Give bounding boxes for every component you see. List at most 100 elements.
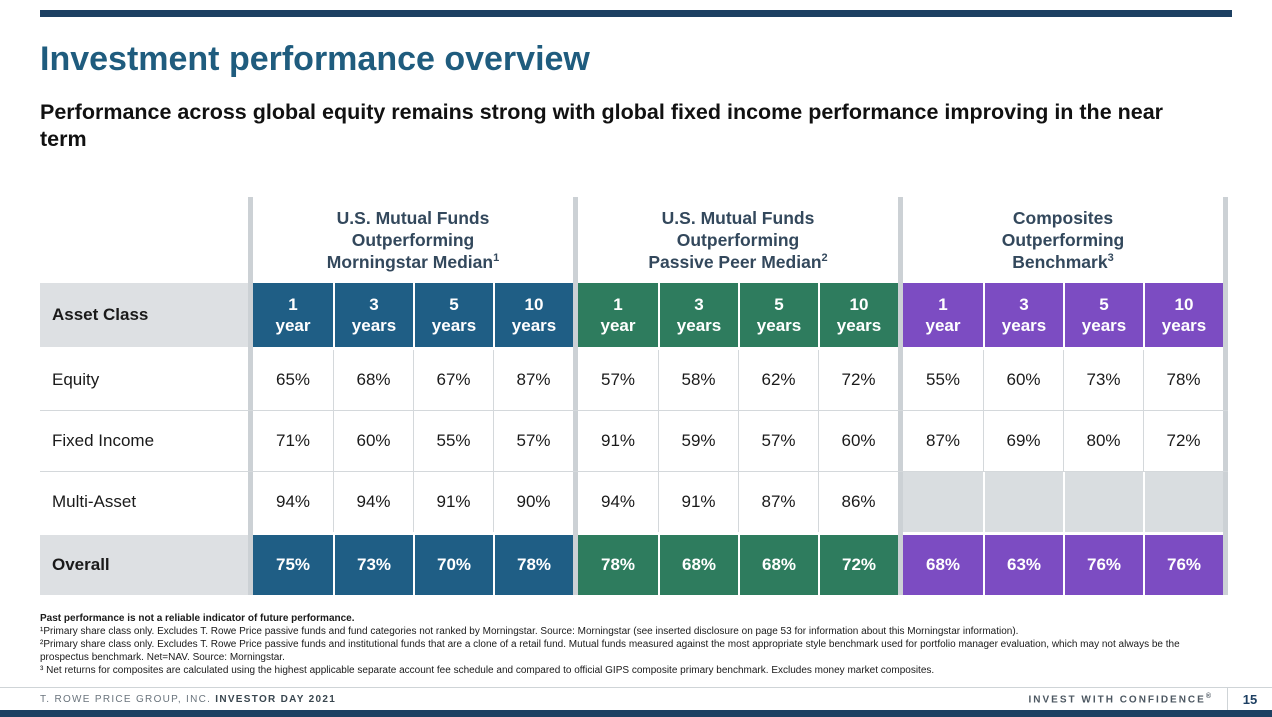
group-header-superscript: 1	[493, 252, 500, 265]
asset-class-header: Asset Class	[40, 283, 248, 347]
col-header-10-years: 10 years	[818, 283, 898, 347]
period-number: 1	[613, 295, 623, 314]
value-cell	[1143, 472, 1223, 532]
period-unit: years	[351, 316, 397, 335]
overall-value-cell: 78%	[578, 535, 658, 595]
overall-value-cell: 72%	[818, 535, 898, 595]
group-header-composites-benchmark: Composites Outperforming Benchmark3	[903, 197, 1223, 283]
overall-value-cell: 73%	[333, 535, 413, 595]
overall-value-cell: 63%	[983, 535, 1063, 595]
group-header-line: Composites	[1012, 208, 1114, 228]
period-number: 1	[288, 295, 298, 314]
group-header-line: Morningstar Median1	[326, 252, 500, 272]
period-unit: years	[1081, 316, 1127, 335]
footnote-3: ³ Net returns for composites are calcula…	[40, 665, 935, 676]
performance-table: U.S. Mutual Funds Outperforming Morningsta…	[40, 197, 1228, 595]
value-cell: 65%	[253, 350, 333, 410]
period-unit: years	[511, 316, 557, 335]
period-number: 1	[938, 295, 948, 314]
group-header-line: Outperforming	[1001, 230, 1125, 250]
value-cell: 72%	[1143, 411, 1223, 471]
value-cell: 57%	[578, 350, 658, 410]
period-unit: year	[275, 316, 311, 335]
footer-divider	[1227, 688, 1228, 710]
group-header-superscript: 3	[1107, 252, 1114, 265]
value-cell: 87%	[493, 350, 573, 410]
value-cell: 87%	[738, 472, 818, 532]
value-cell: 94%	[578, 472, 658, 532]
period-unit: years	[836, 316, 882, 335]
table-row: Equity 65% 68% 67% 87% 57% 58% 62% 72% 55% 60% 73% 7…	[40, 350, 1228, 410]
col-header-1-year: 1 year	[253, 283, 333, 347]
table-separator	[1223, 197, 1228, 595]
value-cell: 72%	[818, 350, 898, 410]
footer-right: INVEST WITH CONFIDENCE® 15	[1028, 688, 1272, 710]
column-header-row: Asset Class 1 year 3 years 5 years 10 years 1 year…	[40, 283, 1228, 347]
value-cell	[1063, 472, 1143, 532]
group-header-line: U.S. Mutual Funds	[336, 208, 490, 228]
period-unit: years	[676, 316, 722, 335]
group-header-line: Benchmark3	[1012, 252, 1114, 272]
table-separator	[573, 197, 578, 595]
period-unit: year	[600, 316, 636, 335]
group-header-line: Passive Peer Median2	[648, 252, 828, 272]
value-cell: 73%	[1063, 350, 1143, 410]
col-header-5-years: 5 years	[413, 283, 493, 347]
value-cell: 60%	[333, 411, 413, 471]
overall-value-cell: 78%	[493, 535, 573, 595]
slide-subtitle: Performance across global equity remains…	[40, 100, 1164, 151]
table-row: Fixed Income 71% 60% 55% 57% 91% 59% 57% 60% 87% 6…	[40, 410, 1228, 471]
period-number: 5	[1099, 295, 1109, 314]
value-cell: 91%	[578, 411, 658, 471]
period-unit: years	[1001, 316, 1047, 335]
value-cell: 69%	[983, 411, 1063, 471]
group-header-line: Outperforming	[351, 230, 475, 250]
period-number: 3	[369, 295, 379, 314]
value-cell: 80%	[1063, 411, 1143, 471]
company-name: T. ROWE PRICE GROUP, INC.	[40, 693, 212, 705]
value-cell: 62%	[738, 350, 818, 410]
period-number: 5	[774, 295, 784, 314]
value-cell: 68%	[333, 350, 413, 410]
table-separator	[898, 197, 903, 595]
overall-row: Overall 75% 73% 70% 78% 78% 68% 68% 72% 68% 63% 76%…	[40, 535, 1228, 595]
slide-footer: T. ROWE PRICE GROUP, INC. INVESTOR DAY 20…	[0, 687, 1272, 710]
group-header-line: Outperforming	[676, 230, 800, 250]
page-number: 15	[1242, 691, 1258, 707]
value-cell: 60%	[983, 350, 1063, 410]
value-cell: 59%	[658, 411, 738, 471]
period-number: 10	[849, 295, 869, 314]
value-cell	[983, 472, 1063, 532]
value-cell: 71%	[253, 411, 333, 471]
group-header-line: U.S. Mutual Funds	[661, 208, 815, 228]
overall-value-cell: 76%	[1143, 535, 1223, 595]
period-unit: years	[756, 316, 802, 335]
period-number: 3	[694, 295, 704, 314]
top-accent-bar	[40, 10, 1232, 17]
overall-label: Overall	[40, 535, 248, 595]
col-header-1-year: 1 year	[578, 283, 658, 347]
registered-mark: ®	[1205, 692, 1213, 700]
value-cell: 55%	[413, 411, 493, 471]
overall-value-cell: 75%	[253, 535, 333, 595]
value-cell: 91%	[658, 472, 738, 532]
value-cell: 55%	[903, 350, 983, 410]
row-header-spacer	[40, 197, 248, 283]
overall-value-cell: 76%	[1063, 535, 1143, 595]
footnote-disclaimer: Past performance is not a reliable indic…	[40, 613, 355, 624]
overall-value-cell: 68%	[903, 535, 983, 595]
table-separator	[248, 197, 253, 595]
period-number: 10	[1174, 295, 1194, 314]
col-header-10-years: 10 years	[493, 283, 573, 347]
period-number: 5	[449, 295, 459, 314]
footnote-1: ¹Primary share class only. Excludes T. R…	[40, 626, 1019, 637]
event-name: INVESTOR DAY 2021	[215, 693, 337, 705]
value-cell: 57%	[738, 411, 818, 471]
group-title-row: U.S. Mutual Funds Outperforming Morningsta…	[40, 197, 1228, 283]
tagline: INVEST WITH CONFIDENCE®	[1028, 692, 1213, 706]
row-label: Equity	[40, 350, 248, 410]
overall-value-cell: 68%	[738, 535, 818, 595]
col-header-1-year: 1 year	[903, 283, 983, 347]
value-cell: 86%	[818, 472, 898, 532]
